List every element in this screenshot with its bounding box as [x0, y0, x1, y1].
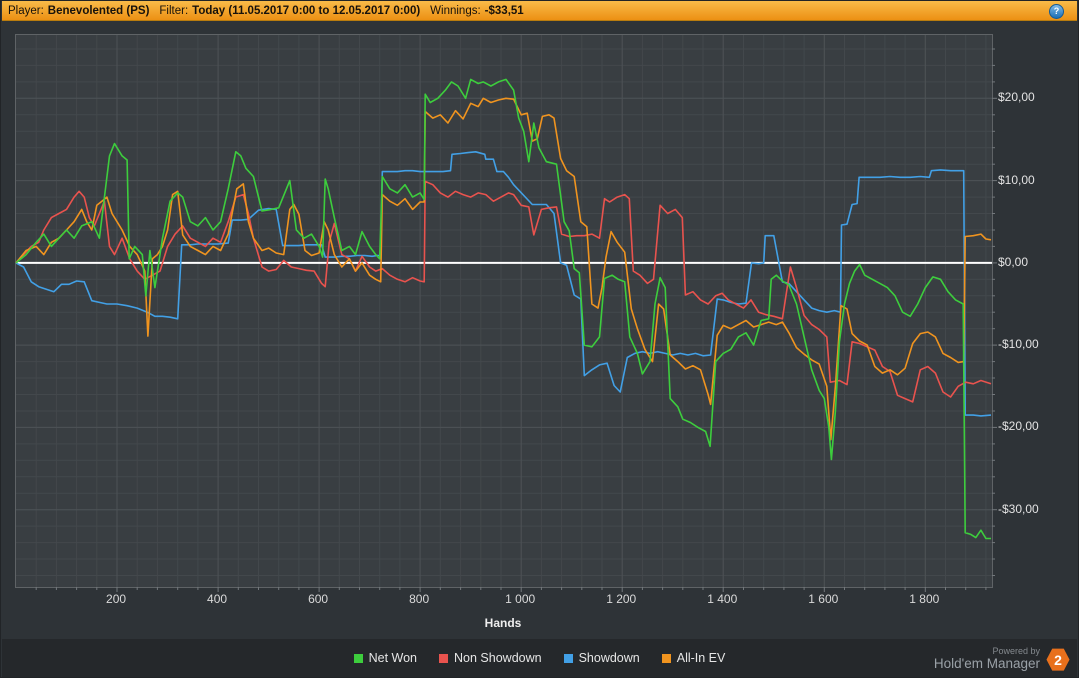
chart-svg — [15, 35, 997, 592]
winnings-label: Winnings: — [430, 4, 481, 17]
x-tick-label: 400 — [207, 592, 228, 606]
legend-label: Net Won — [368, 651, 418, 665]
net-won-swatch-icon — [353, 653, 363, 663]
y-tick-label: $20,00 — [998, 90, 1035, 105]
winnings-chart-plot-area — [15, 34, 997, 592]
showdown-swatch-icon — [563, 653, 573, 663]
hm2-logo-icon: 2 — [1046, 648, 1070, 671]
y-tick-label: -$30,00 — [998, 501, 1039, 516]
y-tick-label: -$20,00 — [998, 419, 1039, 434]
legend-item-net-won[interactable]: Net Won — [353, 651, 418, 665]
powered-by-text: Powered by — [992, 646, 1040, 657]
app-name-text: Hold'em Manager — [933, 656, 1040, 672]
y-tick-label: -$10,00 — [998, 337, 1039, 352]
y-tick-label: $10,00 — [998, 172, 1035, 187]
filter-label: Filter: — [159, 4, 189, 17]
x-tick-label: 600 — [308, 592, 329, 606]
legend-item-non-showdown[interactable]: Non Showdown — [439, 651, 542, 665]
series-line-net-won — [15, 78, 991, 540]
x-tick-label: 1 600 — [808, 592, 839, 606]
series-line-showdown — [15, 151, 992, 417]
x-tick-label: 1 200 — [606, 592, 637, 606]
filter-value: Today (11.05.2017 0:00 to 12.05.2017 0:0… — [192, 4, 421, 17]
series-line-all-in-ev — [15, 97, 992, 441]
legend-label: Non Showdown — [454, 651, 542, 665]
legend-label: All-In EV — [676, 651, 726, 665]
series-line-non-showdown — [15, 180, 992, 403]
x-tick-label: 800 — [409, 592, 430, 606]
legend-bar: Net Won Non Showdown Showdown All-In EV — [2, 639, 1077, 677]
player-name: Benevolented (PS) — [47, 4, 150, 17]
y-tick-label: $0,00 — [998, 254, 1029, 269]
legend-label: Showdown — [578, 651, 640, 665]
all-in-ev-swatch-icon — [661, 653, 671, 663]
legend-item-showdown[interactable]: Showdown — [563, 651, 640, 665]
player-label: Player: — [8, 4, 44, 17]
help-icon[interactable]: ? — [1049, 4, 1064, 19]
x-tick-label: 1 000 — [505, 592, 536, 606]
powered-by-branding: Powered by Hold'em Manager 2 — [933, 646, 1070, 672]
non-showdown-swatch-icon — [439, 653, 449, 663]
winnings-value: -$33,51 — [484, 4, 524, 17]
x-tick-label: 200 — [106, 592, 127, 606]
x-tick-label: 1 400 — [707, 592, 738, 606]
x-tick-label: 1 800 — [909, 592, 940, 606]
legend-item-all-in-ev[interactable]: All-In EV — [661, 651, 726, 665]
x-axis-title: Hands — [484, 616, 522, 630]
filter-summary-bar: Player: Benevolented (PS) Filter: Today … — [2, 1, 1077, 21]
